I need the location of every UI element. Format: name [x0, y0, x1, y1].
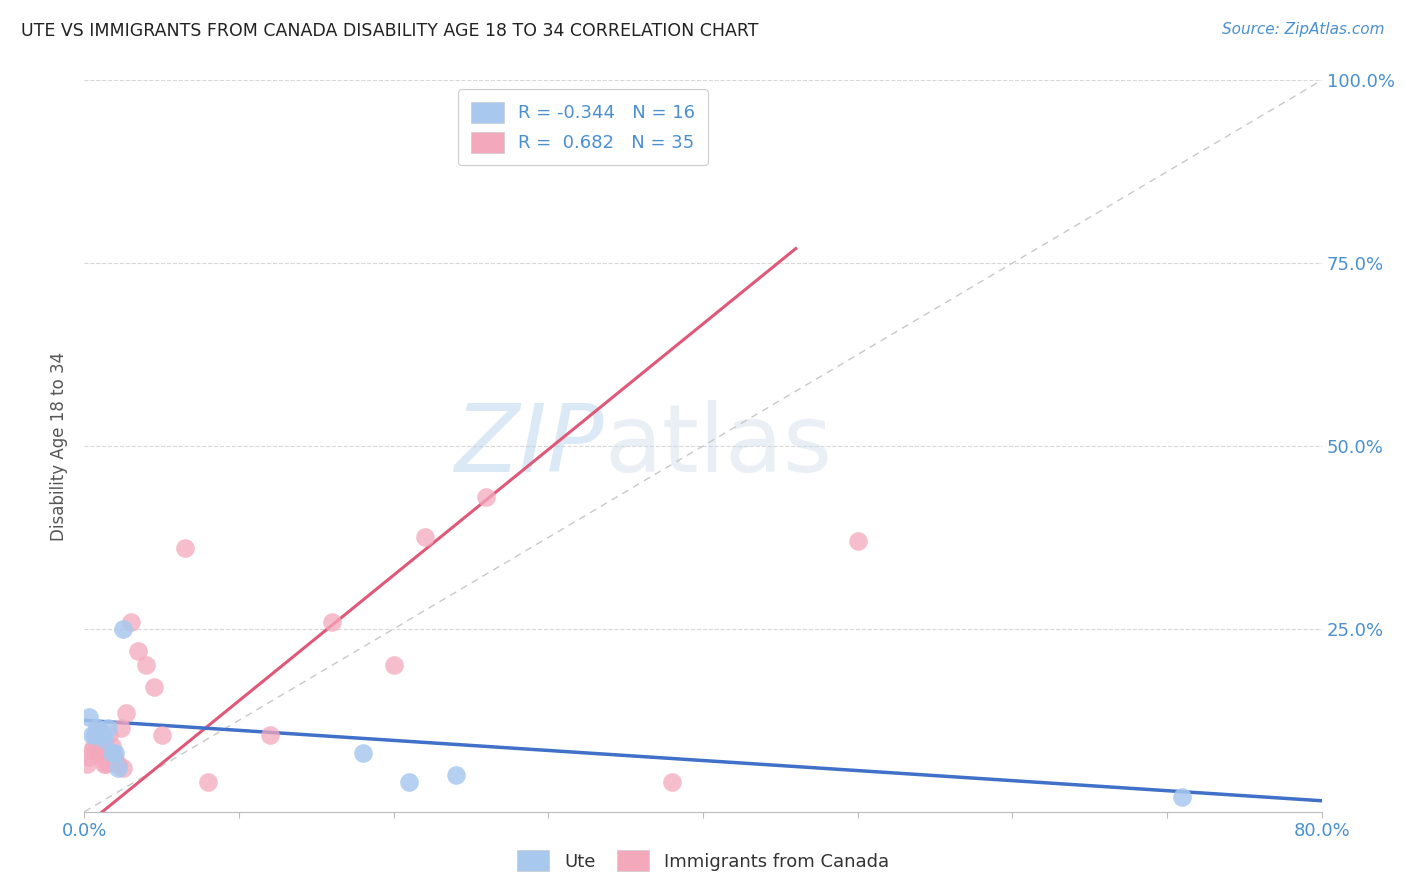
Point [76, 757, 98, 772]
Point [475, 490, 498, 504]
Point [82, 742, 104, 756]
Point [150, 728, 173, 742]
Point [398, 775, 420, 789]
Point [97, 721, 120, 735]
Point [77, 709, 100, 723]
Point [120, 615, 142, 629]
Point [89, 724, 111, 739]
Y-axis label: Disability Age 18 to 34: Disability Age 18 to 34 [51, 351, 69, 541]
Point [84, 728, 107, 742]
Point [91, 728, 114, 742]
Point [143, 681, 166, 695]
Point [661, 775, 683, 789]
Point [197, 775, 219, 789]
Point [352, 746, 374, 760]
Text: UTE VS IMMIGRANTS FROM CANADA DISABILITY AGE 18 TO 34 CORRELATION CHART: UTE VS IMMIGRANTS FROM CANADA DISABILITY… [21, 22, 759, 40]
Point [321, 615, 343, 629]
Text: Source: ZipAtlas.com: Source: ZipAtlas.com [1222, 22, 1385, 37]
Point [1171, 790, 1194, 805]
Point [112, 761, 135, 775]
Point [259, 728, 281, 742]
Point [107, 761, 129, 775]
Point [83, 739, 105, 753]
Point [103, 749, 125, 764]
Point [104, 746, 127, 760]
Point [98, 728, 121, 742]
Point [84, 728, 107, 742]
Point [101, 746, 124, 760]
Point [846, 534, 869, 549]
Point [104, 754, 127, 768]
Point [107, 757, 129, 772]
Point [89, 724, 111, 739]
Text: ZIP: ZIP [454, 401, 605, 491]
Point [382, 658, 405, 673]
Point [93, 757, 115, 772]
Point [91, 742, 114, 756]
Point [93, 731, 115, 746]
Point [110, 721, 132, 735]
Point [101, 739, 124, 753]
Legend: R = -0.344   N = 16, R =  0.682   N = 35: R = -0.344 N = 16, R = 0.682 N = 35 [458, 89, 707, 165]
Point [413, 530, 436, 544]
Point [97, 754, 120, 768]
Point [174, 541, 197, 556]
Point [444, 768, 467, 782]
Point [112, 622, 135, 636]
Text: atlas: atlas [605, 400, 832, 492]
Legend: Ute, Immigrants from Canada: Ute, Immigrants from Canada [510, 843, 896, 879]
Point [87, 746, 110, 760]
Point [90, 742, 112, 756]
Point [135, 658, 157, 673]
Point [128, 644, 150, 658]
Point [86, 735, 108, 749]
Point [115, 706, 138, 720]
Point [86, 721, 108, 735]
Point [82, 728, 104, 742]
Point [94, 757, 117, 772]
Point [77, 749, 100, 764]
